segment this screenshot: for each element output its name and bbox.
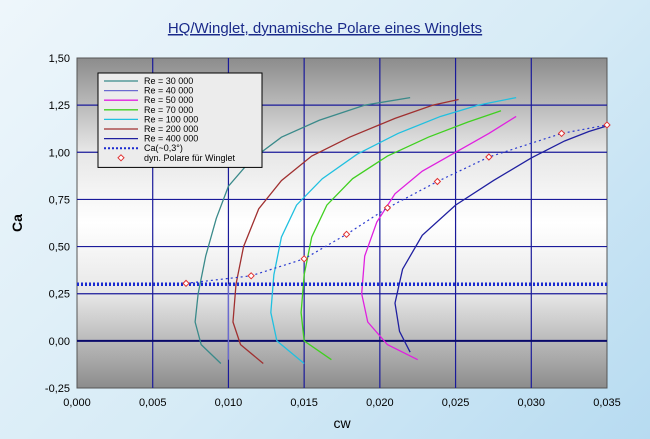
legend-box — [97, 72, 263, 168]
tick-labels: 0,000 0,005 0,010 0,015 0,020 0,025 0,030 0,035… — [45, 53, 621, 409]
legend-label: Re = 70 000 — [144, 105, 193, 115]
series-line — [361, 115, 517, 361]
data-point — [247, 272, 255, 280]
y-tick-label: 0,75 — [49, 194, 70, 206]
legend-swatch — [117, 154, 125, 162]
legend-label: dyn. Polare für Winglet — [144, 153, 236, 163]
data-point — [300, 255, 308, 263]
series-line — [232, 98, 459, 364]
series-line — [394, 125, 608, 353]
y-tick-label: 1,50 — [49, 53, 70, 65]
x-tick-label: 0,035 — [593, 397, 621, 409]
series-line — [270, 96, 517, 364]
data-point — [182, 279, 190, 288]
y-tick-label: 0,25 — [49, 289, 70, 301]
legend-label: Re = 100 000 — [144, 114, 198, 124]
data-point — [603, 121, 611, 129]
y-tick-label: 0,00 — [49, 336, 70, 348]
y-tick-label: 0,50 — [49, 242, 70, 254]
x-tick-label: 0,020 — [366, 397, 394, 409]
x-tick-label: 0,025 — [442, 397, 470, 409]
data-point — [383, 204, 392, 212]
data-point — [433, 177, 442, 186]
x-tick-label: 0,010 — [215, 397, 243, 409]
data-point — [485, 153, 493, 161]
x-tick-label: 0,015 — [290, 397, 318, 409]
x-axis-label: cw — [333, 415, 351, 431]
legend-label: Re = 200 000 — [144, 124, 198, 134]
legend-label: Re = 30 000 — [144, 76, 193, 86]
series-layer — [77, 96, 611, 364]
y-tick-label: 1,25 — [49, 100, 70, 112]
series-line — [194, 96, 411, 364]
data-point — [342, 230, 351, 239]
x-tick-label: 0,030 — [518, 397, 546, 409]
data-point — [557, 129, 566, 138]
chart-title: HQ/Winglet, dynamische Polare eines Wing… — [168, 20, 482, 37]
legend-label: Re = 400 000 — [144, 134, 198, 144]
x-tick-label: 0,000 — [63, 397, 91, 409]
legend-label: Ca(~0,3°) — [144, 143, 183, 153]
y-tick-label: 1,00 — [49, 147, 70, 159]
series-line — [300, 110, 502, 361]
legend-label: Re = 50 000 — [144, 95, 193, 105]
legend-label: Re = 40 000 — [144, 86, 193, 96]
y-axis-label: Ca — [9, 214, 25, 232]
y-tick-label: -0,25 — [45, 383, 70, 395]
x-tick-label: 0,005 — [139, 397, 167, 409]
